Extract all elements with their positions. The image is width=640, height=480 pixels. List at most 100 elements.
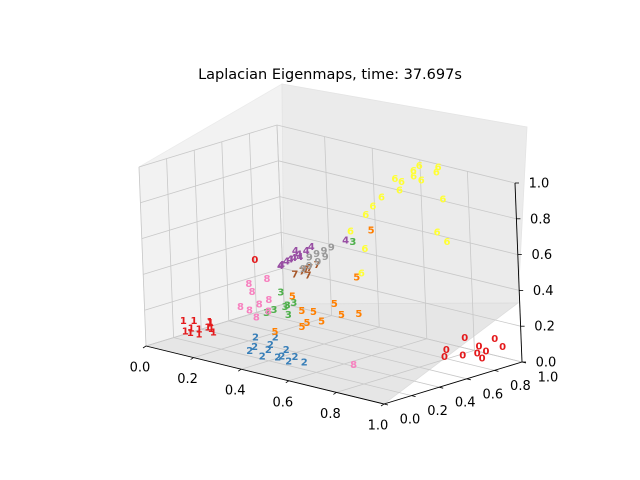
data-point-digit-0: 0 [441,352,448,363]
x-tick-label: 1.0 [368,419,389,434]
x-tick-label: 0.6 [272,395,293,410]
grid-line-z-left [143,232,282,275]
grid-line-z-left [140,160,279,204]
data-point-digit-8: 8 [249,287,256,298]
grid-line-y-left [249,133,257,313]
data-point-digit-2: 2 [278,351,285,362]
data-point-digit-1: 1 [196,324,203,335]
data-point-digit-0: 0 [483,347,490,358]
x-tick-label: 0.8 [320,407,341,422]
grid-line-x-back [324,136,332,316]
grid-line-z-back [281,232,520,291]
y-tick-mark [439,386,444,389]
data-point-digit-1: 1 [207,318,214,329]
data-point-digit-8: 8 [237,302,244,313]
z-tick-label: 0.2 [534,320,555,335]
data-point-digit-8: 8 [246,306,253,317]
y-tick-mark [466,378,471,381]
data-point-digit-6: 6 [378,192,385,203]
y-axis-line [383,361,523,405]
grid-line-z-back [282,267,521,327]
data-point-digit-3: 3 [284,300,291,311]
grid-line-x-back [419,159,428,339]
x-tick-mark [285,380,290,384]
grid-line-y-left [138,166,147,347]
data-point-digit-8: 8 [264,274,271,285]
grid-line-z-back [278,160,517,220]
y-tick-label: 1.0 [538,371,559,386]
data-point-digit-1: 1 [180,316,187,327]
grid-line-z-back [276,124,516,184]
data-point-digit-9: 9 [313,249,320,260]
grid-line-z-left [138,124,278,168]
data-point-digit-6: 6 [435,162,442,173]
data-point-digit-4: 4 [342,235,349,246]
x-tick-label: 0.2 [177,372,198,387]
data-point-digit-6: 6 [433,167,440,178]
z-tick-label: 0.8 [530,212,551,227]
data-point-digit-6: 6 [398,177,405,188]
y-tick-label: 0.8 [510,379,531,394]
data-point-digit-2: 2 [267,340,274,351]
grid-line-y-floor [283,303,523,363]
x-axis-line [145,345,385,405]
data-point-digit-0: 0 [461,333,468,344]
data-point-digit-2: 2 [246,346,253,357]
x-tick-mark [237,368,242,372]
y-tick-label: 0.4 [455,396,476,411]
data-point-digit-4: 4 [303,246,310,257]
data-point-digit-1: 1 [204,323,211,334]
data-point-digit-1: 1 [206,317,213,328]
data-point-digit-6: 6 [444,237,451,248]
data-point-digit-2: 2 [265,345,272,356]
data-point-digit-9: 9 [328,243,335,254]
data-point-digit-6: 6 [418,175,425,186]
data-point-digit-3: 3 [277,287,284,298]
x-tick-label: 0.4 [225,384,246,399]
data-point-digit-1: 1 [210,328,217,339]
grid-line-x-floor [288,338,427,382]
data-point-digit-5: 5 [318,317,325,328]
grid-line-z-left [141,196,280,239]
data-point-digit-4: 4 [278,260,285,271]
chart-title: Laplacian Eigenmaps, time: 37.697s [198,67,462,83]
y-axis-ticks: 0.0 0.2 0.4 0.6 0.8 1.0 [383,361,559,428]
data-point-digit-3: 3 [263,308,270,319]
grid-line-x-back [371,148,380,328]
data-point-digit-9: 9 [306,252,313,263]
data-point-digit-4: 4 [296,252,303,263]
y-tick-label: 0.0 [400,413,421,428]
data-point-digit-2: 2 [292,352,299,363]
data-point-digit-5: 5 [310,307,317,318]
data-point-digit-1: 1 [188,323,195,334]
data-point-digit-4: 4 [287,255,294,266]
grid-line-y-floor [173,337,412,396]
data-point-digit-0: 0 [491,334,498,345]
data-point-digit-9: 9 [322,252,329,263]
data-point-digit-2: 2 [259,351,266,362]
data-point-digit-7: 7 [291,270,298,281]
z-tick-label: 0.0 [536,356,557,371]
data-point-digit-3: 3 [285,310,292,321]
grid-line-x-floor [193,315,332,358]
data-point-digit-0: 0 [479,354,486,365]
grid-line-y-left [166,158,174,338]
data-point-digit-4: 4 [295,249,302,260]
data-point-digit-2: 2 [252,332,259,343]
x-tick-label: 0.0 [130,361,151,376]
data-point-digit-5: 5 [338,310,345,321]
grid-line-y-left [193,150,202,330]
data-point-digit-9: 9 [314,257,321,268]
data-point-digit-2: 2 [285,356,292,367]
z-axis-line [514,182,523,363]
data-point-digit-7: 7 [303,265,310,276]
data-point-digit-3: 3 [290,298,297,309]
data-point-digit-7: 7 [299,266,306,277]
data-point-digit-6: 6 [410,172,417,183]
data-point-digit-4: 4 [292,246,299,257]
grid-line-z-back [279,196,518,255]
data-point-digit-6: 6 [361,244,368,255]
data-point-digit-8: 8 [245,279,252,290]
data-point-digit-2: 2 [272,332,279,343]
